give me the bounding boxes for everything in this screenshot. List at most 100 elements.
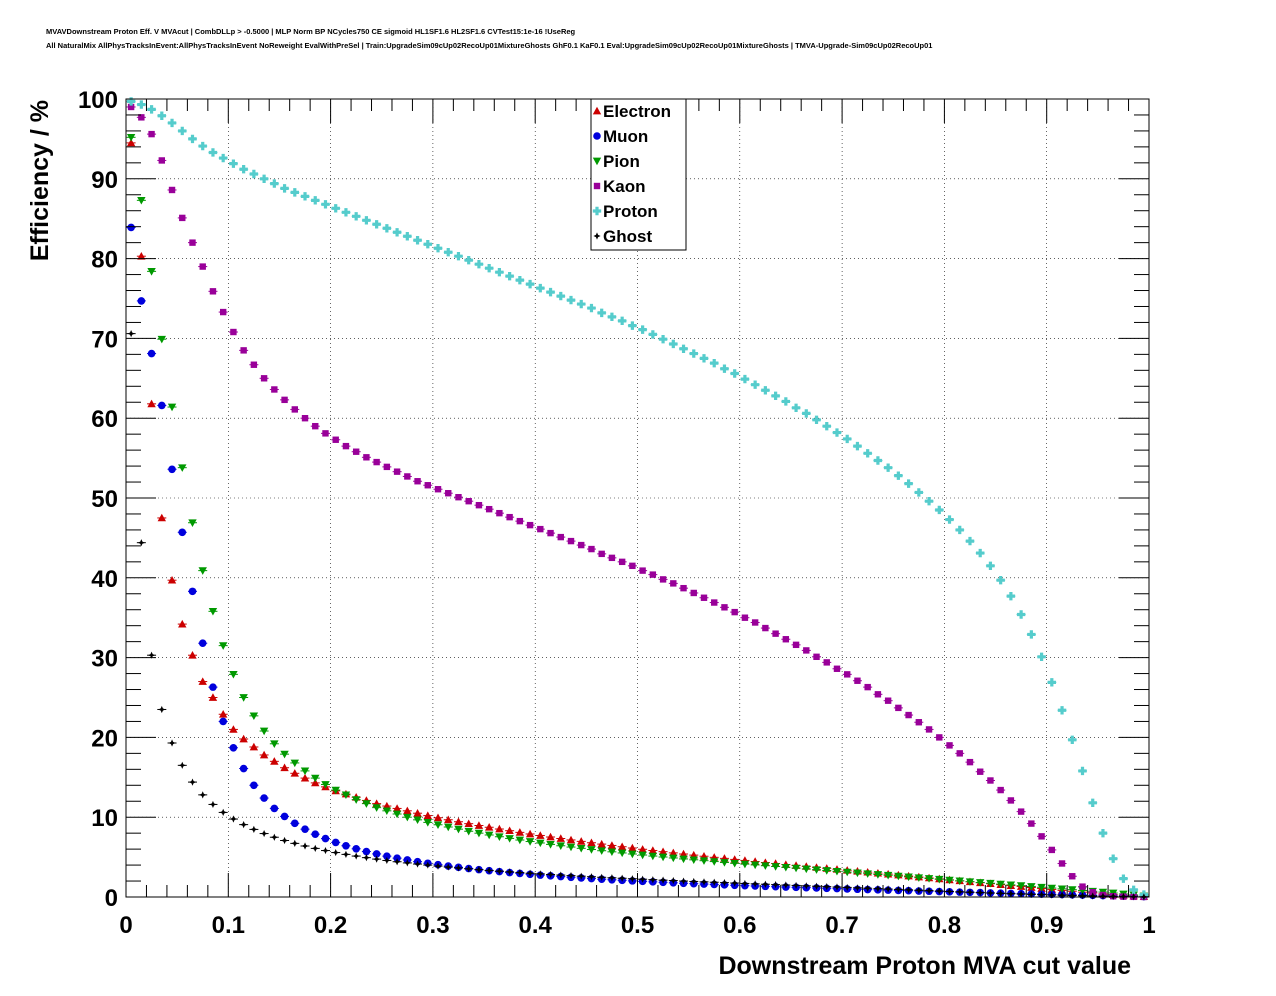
- chart-title-line-2: All NaturalMix AllPhysTracksInEvent:AllP…: [46, 41, 933, 50]
- data-point: [700, 878, 708, 886]
- data-point: [649, 876, 657, 884]
- tick-labels: 0 0.1 0.2 0.3 0.4 0.5 0.6 0.7 0.8 0.9 101020304050…: [78, 87, 1156, 939]
- data-point: [137, 100, 146, 109]
- data-point: [750, 861, 760, 870]
- data-point: [986, 879, 995, 888]
- data-point: [1068, 891, 1076, 900]
- data-point: [965, 536, 975, 546]
- data-point: [567, 537, 575, 545]
- data-point: [822, 867, 831, 875]
- data-point: [853, 869, 862, 878]
- data-point: [229, 725, 238, 733]
- data-point: [761, 386, 770, 395]
- data-point: [1119, 874, 1128, 883]
- data-point: [771, 391, 780, 401]
- data-point: [670, 580, 677, 587]
- data-point: [587, 846, 596, 854]
- data-point: [740, 374, 750, 384]
- data-point: [556, 291, 565, 301]
- x-axis-title: Downstream Proton MVA cut value: [718, 952, 1131, 980]
- data-point: [597, 308, 606, 318]
- data-point: [884, 697, 892, 704]
- data-point: [516, 517, 524, 525]
- data-point: [137, 196, 146, 205]
- data-point: [444, 823, 453, 832]
- data-point: [301, 415, 309, 422]
- data-point: [557, 533, 564, 541]
- data-point: [1108, 854, 1118, 863]
- data-point: [454, 817, 463, 826]
- data-point: [383, 852, 391, 860]
- legend-marker-ghost: [593, 232, 601, 240]
- data-point: [168, 739, 176, 747]
- data-point: [781, 863, 791, 872]
- data-point: [873, 871, 883, 879]
- data-point: [874, 691, 882, 698]
- data-point: [996, 880, 1005, 889]
- data-point: [823, 659, 830, 666]
- data-point: [230, 328, 237, 336]
- data-point: [608, 554, 616, 562]
- data-point: [997, 786, 1004, 794]
- x-tick-label: 0.6: [723, 912, 756, 939]
- data-point: [1069, 873, 1076, 880]
- data-point: [945, 887, 954, 896]
- data-point: [434, 486, 442, 493]
- data-point: [167, 575, 177, 584]
- data-point: [598, 873, 606, 881]
- data-point: [803, 647, 810, 654]
- legend: Electron Muon Pion Kaon Proton Ghost: [590, 98, 687, 251]
- data-point: [710, 878, 718, 886]
- data-point: [475, 866, 483, 874]
- data-point: [578, 541, 585, 549]
- data-point: [1089, 889, 1096, 896]
- data-point: [853, 441, 862, 451]
- data-point: [515, 828, 525, 836]
- data-point: [188, 778, 197, 786]
- data-point: [403, 806, 412, 815]
- data-point: [791, 403, 801, 413]
- data-point: [137, 539, 145, 547]
- data-point: [771, 863, 780, 871]
- data-point: [423, 811, 432, 819]
- data-point: [863, 449, 872, 458]
- data-point: [495, 833, 504, 841]
- data-point: [679, 877, 688, 885]
- data-point: [628, 875, 636, 883]
- data-point: [434, 862, 442, 870]
- data-point: [270, 757, 279, 765]
- legend-marker-pion: [592, 157, 602, 166]
- data-point: [525, 838, 535, 846]
- data-point: [648, 846, 658, 854]
- data-point: [639, 567, 646, 574]
- data-point: [822, 421, 831, 431]
- data-point: [935, 505, 944, 515]
- data-point: [741, 614, 749, 621]
- data-point: [433, 813, 443, 822]
- data-point: [311, 774, 320, 783]
- data-point: [382, 224, 392, 233]
- data-point: [658, 847, 668, 856]
- data-point: [669, 876, 677, 885]
- data-point: [587, 838, 596, 847]
- data-point: [1017, 890, 1025, 898]
- data-point: [475, 501, 483, 509]
- data-point: [300, 767, 310, 776]
- data-point: [157, 335, 167, 344]
- legend-box: [590, 98, 687, 251]
- data-point: [628, 321, 637, 330]
- data-point: [577, 837, 586, 845]
- data-point: [1057, 706, 1067, 715]
- data-point: [290, 769, 299, 777]
- data-point: [607, 848, 617, 857]
- data-point: [1037, 891, 1046, 899]
- data-point: [260, 829, 268, 838]
- x-tick-label: 0.9: [1030, 912, 1063, 939]
- data-point: [648, 330, 658, 339]
- data-point: [966, 888, 974, 896]
- data-point: [250, 825, 258, 834]
- data-point: [188, 651, 197, 659]
- data-point: [311, 778, 320, 787]
- data-point: [864, 884, 872, 892]
- data-point: [464, 819, 473, 828]
